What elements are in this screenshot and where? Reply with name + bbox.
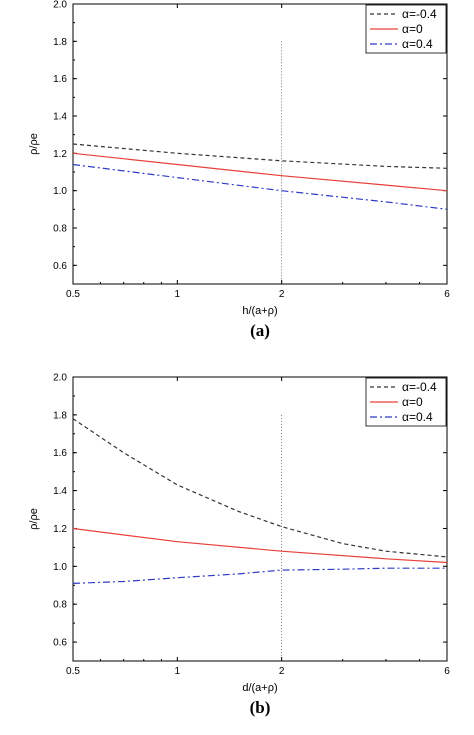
y-tick-label: 1.8: [53, 37, 67, 48]
x-tick-label: 1: [175, 289, 181, 300]
series-line-1: [72, 527, 448, 564]
y-tick-label: 1.0: [53, 562, 67, 573]
y-tick-label: 1.0: [53, 186, 67, 197]
y-tick-label: 1.2: [53, 149, 67, 160]
legend-label-2: α=0.4: [402, 37, 433, 51]
plot-frame: [72, 376, 448, 662]
x-tick-label: 0.5: [66, 666, 80, 677]
legend-label-1: α=0: [402, 22, 423, 36]
y-tick-label: 1.8: [53, 410, 67, 421]
y-tick-label: 0.8: [53, 224, 67, 235]
chart-panel-a: 0.6 0.8 1.0 1.2 1.4 1.6 1.8 2.0 0.5 1 2 6 h/(a+ρ) ρ/ρ…: [0, 0, 474, 350]
x-axis-label: h/(a+ρ): [242, 305, 277, 317]
x-axis-label: d/(a+ρ): [242, 682, 277, 694]
y-tick-label: 0.6: [53, 261, 67, 272]
x-tick-label: 6: [444, 289, 450, 300]
legend-label-0: α=-0.4: [402, 380, 437, 394]
x-tick-label: 6: [444, 666, 450, 677]
series-line-2: [72, 163, 448, 210]
y-tick-label: 2.0: [53, 373, 67, 384]
legend-label-2: α=0.4: [402, 410, 433, 424]
x-tick-label: 0.5: [66, 289, 80, 300]
x-tick-label: 2: [279, 666, 285, 677]
y-tick-label: 1.6: [53, 448, 67, 459]
y-tick-label: 2.0: [53, 0, 67, 11]
series-line-1: [72, 152, 448, 192]
panel-label: (a): [250, 321, 270, 340]
y-axis-label: ρ/ρe: [28, 508, 40, 530]
x-tick-label: 1: [175, 666, 181, 677]
chart-panel-b: 0.6 0.8 1.0 1.2 1.4 1.6 1.8 2.0 0.5 1 2 6 d/(a+ρ) ρ/ρ…: [0, 365, 474, 730]
series-line-2: [72, 567, 447, 584]
series-line-0: [72, 143, 448, 169]
y-tick-label: 0.6: [53, 638, 67, 649]
y-tick-label: 0.8: [53, 600, 67, 611]
series-line-0: [72, 418, 448, 558]
y-tick-label: 1.4: [53, 486, 67, 497]
y-axis-label: ρ/ρe: [28, 133, 40, 155]
y-tick-label: 1.4: [53, 112, 67, 123]
chart-a: 0.6 0.8 1.0 1.2 1.4 1.6 1.8 2.0 0.5 1 2 6 h/(a+ρ) ρ/ρ…: [28, 0, 450, 340]
legend-label-0: α=-0.4: [402, 7, 437, 21]
y-tick-label: 1.2: [53, 524, 67, 535]
x-tick-label: 2: [279, 289, 285, 300]
chart-b: 0.6 0.8 1.0 1.2 1.4 1.6 1.8 2.0 0.5 1 2 6 d/(a+ρ) ρ/ρ…: [28, 373, 450, 718]
legend-label-1: α=0: [402, 395, 423, 409]
panel-label: (b): [250, 698, 271, 717]
y-tick-label: 1.6: [53, 74, 67, 85]
